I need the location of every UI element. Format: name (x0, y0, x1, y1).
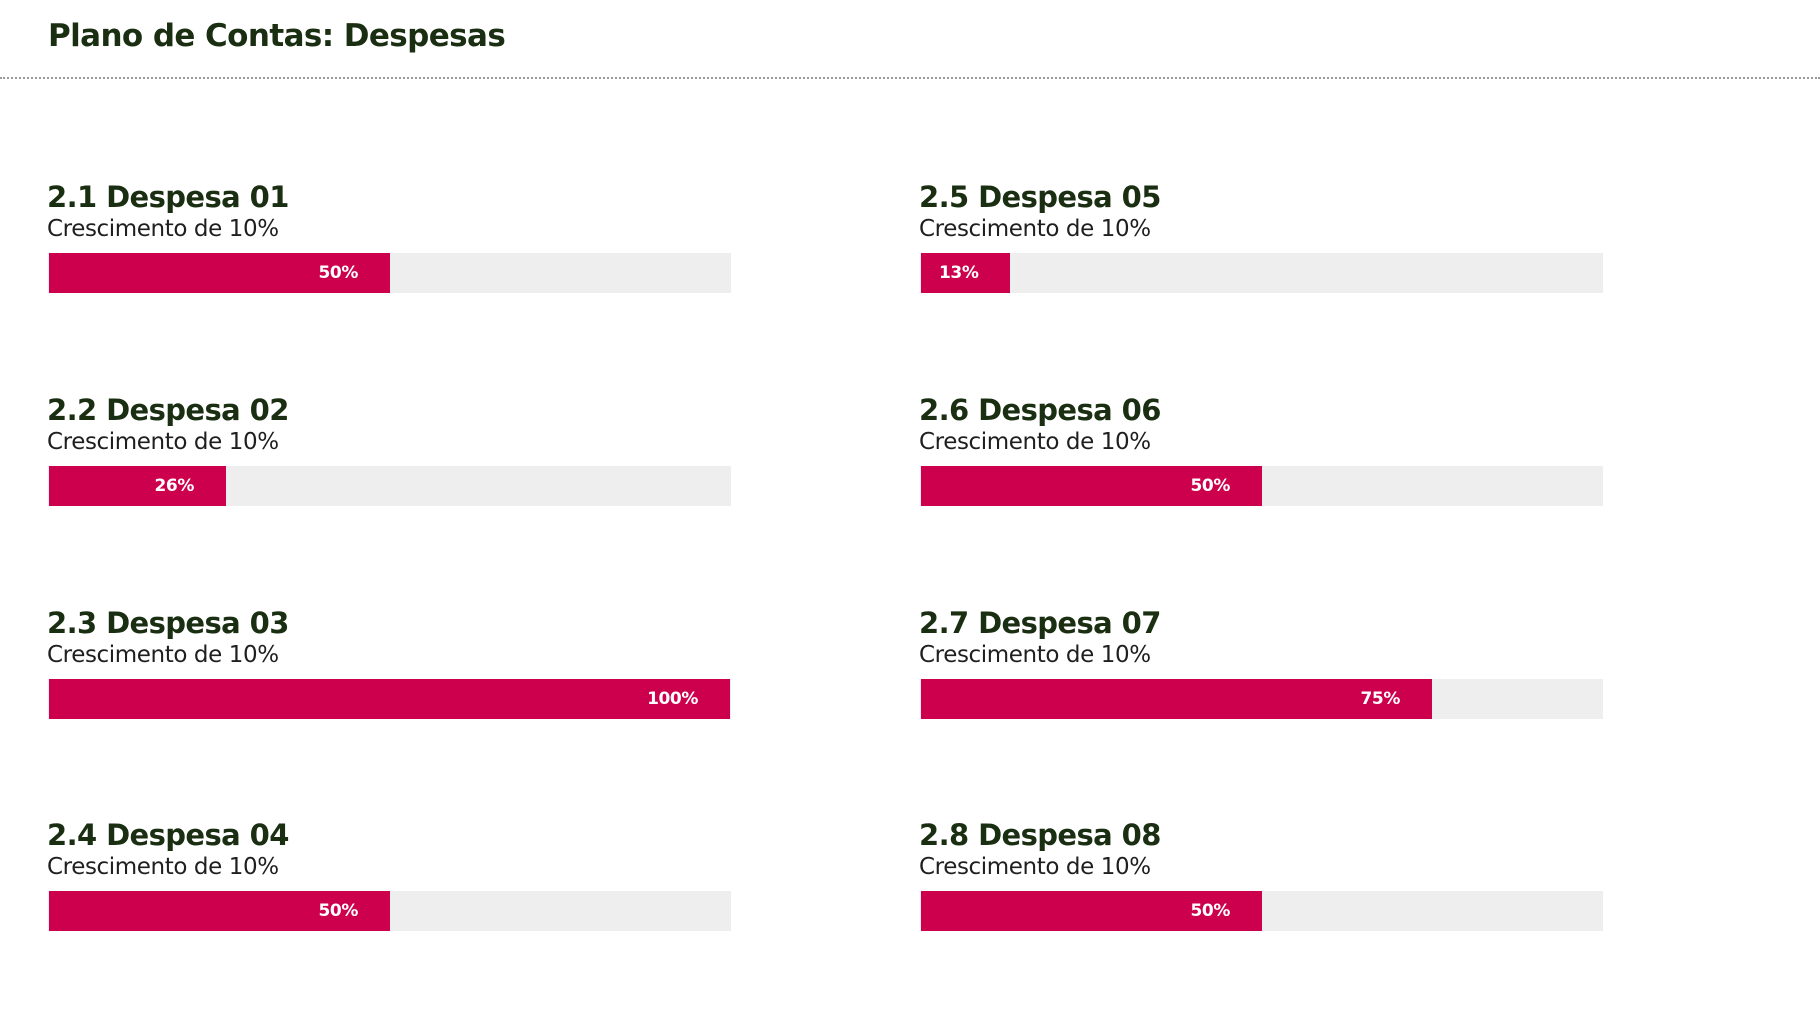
expense-subtitle: Crescimento de 10% (919, 642, 1151, 668)
progress-fill: 50% (49, 891, 390, 931)
expense-subtitle: Crescimento de 10% (919, 216, 1151, 242)
progress-fill: 50% (921, 466, 1262, 506)
progress-fill: 13% (921, 253, 1010, 293)
progress-track: 50% (920, 891, 1603, 931)
expense-subtitle: Crescimento de 10% (47, 216, 279, 242)
expense-title: 2.6 Despesa 06 (919, 393, 1161, 427)
progress-value-label: 50% (318, 901, 359, 921)
progress-track: 75% (920, 679, 1603, 719)
progress-value-label: 50% (318, 263, 359, 283)
progress-track: 100% (48, 679, 731, 719)
progress-track: 50% (48, 891, 731, 931)
progress-value-label: 75% (1360, 689, 1401, 709)
expense-title: 2.3 Despesa 03 (47, 606, 289, 640)
expense-item: 2.3 Despesa 03 Crescimento de 10% 100% (47, 606, 731, 746)
page-title: Plano de Contas: Despesas (48, 18, 506, 54)
expense-item: 2.7 Despesa 07 Crescimento de 10% 75% (919, 606, 1603, 746)
expense-title: 2.2 Despesa 02 (47, 393, 289, 427)
progress-track: 13% (920, 253, 1603, 293)
expense-title: 2.7 Despesa 07 (919, 606, 1161, 640)
expense-item: 2.8 Despesa 08 Crescimento de 10% 50% (919, 818, 1603, 958)
progress-fill: 100% (49, 679, 730, 719)
progress-value-label: 13% (939, 263, 979, 283)
expense-title: 2.5 Despesa 05 (919, 180, 1161, 214)
expense-title: 2.8 Despesa 08 (919, 818, 1161, 852)
expense-title: 2.1 Despesa 01 (47, 180, 289, 214)
expense-subtitle: Crescimento de 10% (47, 854, 279, 880)
expense-subtitle: Crescimento de 10% (47, 642, 279, 668)
expense-title: 2.4 Despesa 04 (47, 818, 289, 852)
progress-track: 50% (920, 466, 1603, 506)
expense-item: 2.5 Despesa 05 Crescimento de 10% 13% (919, 180, 1603, 320)
expense-item: 2.1 Despesa 01 Crescimento de 10% 50% (47, 180, 731, 320)
expense-item: 2.6 Despesa 06 Crescimento de 10% 50% (919, 393, 1603, 533)
progress-value-label: 26% (154, 476, 195, 496)
dotted-divider (0, 77, 1820, 79)
progress-value-label: 50% (1190, 476, 1231, 496)
progress-fill: 26% (49, 466, 226, 506)
expense-subtitle: Crescimento de 10% (47, 429, 279, 455)
progress-fill: 50% (49, 253, 390, 293)
expense-subtitle: Crescimento de 10% (919, 429, 1151, 455)
progress-value-label: 100% (647, 689, 698, 709)
expense-subtitle: Crescimento de 10% (919, 854, 1151, 880)
expense-item: 2.4 Despesa 04 Crescimento de 10% 50% (47, 818, 731, 958)
progress-track: 50% (48, 253, 731, 293)
progress-value-label: 50% (1190, 901, 1231, 921)
expense-item: 2.2 Despesa 02 Crescimento de 10% 26% (47, 393, 731, 533)
progress-fill: 75% (921, 679, 1432, 719)
progress-track: 26% (48, 466, 731, 506)
progress-fill: 50% (921, 891, 1262, 931)
